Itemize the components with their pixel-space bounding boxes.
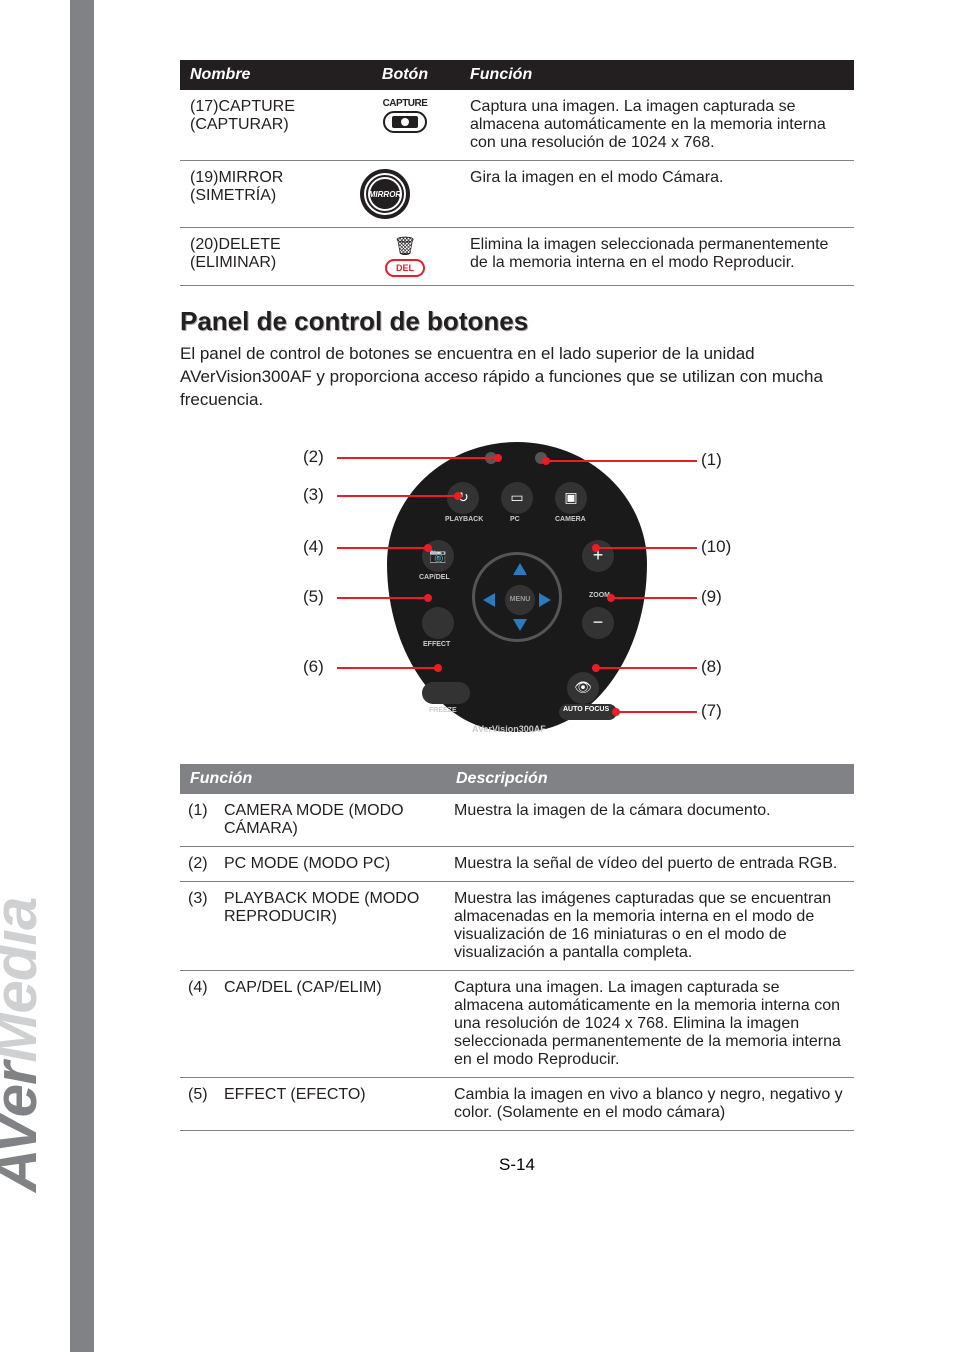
callout-6: (6) [303,657,324,677]
cell-nombre: (19)MIRROR (SIMETRÍA) [180,161,350,228]
arrow-left-icon [483,593,495,607]
capture-icon-label: CAPTURE [383,98,428,109]
callout-3: (3) [303,485,324,505]
page: AVerMedia Nombre Botón Función (17)CAPTU… [0,0,954,1352]
capdel-label: CAP/DEL [419,574,450,581]
cell-funcion: Captura una imagen. La imagen capturada … [460,90,854,161]
callout-5: (5) [303,587,324,607]
pc-button: ▭ [501,482,533,514]
trash-icon: 🗑 [394,236,417,257]
brand-logo: AVerMedia [0,898,50,1192]
autofocus-label: AUTO FOCUS [563,706,609,713]
remote-buttons-table: Nombre Botón Función (17)CAPTURE (CAPTUR… [180,60,854,286]
callout-7: (7) [701,701,722,721]
callout-1: (1) [701,450,722,470]
section-intro: El panel de control de botones se encuen… [180,343,854,412]
camera-button: ▣ [555,482,587,514]
playback-button: ↻ [447,482,479,514]
cell-desc: Muestra la imagen de la cámara documento… [446,794,854,847]
cell-func: CAMERA MODE (MODO CÁMARA) [216,794,446,847]
capture-icon [383,111,427,133]
arrow-up-icon [513,563,527,575]
leader-line [617,711,697,713]
playback-label: PLAYBACK [445,516,483,523]
dpad: MENU [472,552,562,642]
cell-desc: Muestra la señal de vídeo del puerto de … [446,846,854,881]
zoom-minus-button: − [582,607,614,639]
callout-8: (8) [701,657,722,677]
cell-num: (2) [180,846,216,881]
table-row: (4) CAP/DEL (CAP/ELIM) Captura una image… [180,970,854,1077]
cell-num: (3) [180,881,216,970]
mirror-icon: MIRROR [360,169,410,219]
cell-num: (5) [180,1077,216,1130]
brand-part2: Media [0,898,49,1063]
table-row: (5) EFFECT (EFECTO) Cambia la imagen en … [180,1077,854,1130]
cell-num: (1) [180,794,216,847]
cell-num: (4) [180,970,216,1077]
th-boton: Botón [350,60,460,90]
table-row: (1) CAMERA MODE (MODO CÁMARA) Muestra la… [180,794,854,847]
th-descripcion: Descripción [446,764,854,794]
leader-line [337,597,427,599]
model-label: AVerVision300AF [472,724,546,734]
leader-line [337,667,437,669]
cell-func: PLAYBACK MODE (MODO REPRODUCIR) [216,881,446,970]
table-row: (17)CAPTURE (CAPTURAR) CAPTURE Captura u… [180,90,854,161]
cell-boton: MIRROR [350,161,460,228]
arrow-right-icon [539,593,551,607]
callout-10: (10) [701,537,731,557]
effect-button [422,607,454,639]
freeze-button [422,682,470,704]
table-row: (3) PLAYBACK MODE (MODO REPRODUCIR) Mues… [180,881,854,970]
leader-line [612,597,697,599]
th-funcion: Función [460,60,854,90]
table-row: (20)DELETE (ELIMINAR) 🗑 DEL Elimina la i… [180,228,854,286]
th-funcion: Función [180,764,446,794]
leader-line [337,547,427,549]
th-nombre: Nombre [180,60,350,90]
effect-label: EFFECT [423,641,450,648]
cell-funcion: Elimina la imagen seleccionada permanent… [460,228,854,286]
page-number: S-14 [180,1155,854,1175]
cell-func: CAP/DEL (CAP/ELIM) [216,970,446,1077]
leader-line [597,547,697,549]
callout-4: (4) [303,537,324,557]
leader-line [337,457,497,459]
cell-boton: 🗑 DEL [350,228,460,286]
cell-boton: CAPTURE [350,90,460,161]
cell-func: PC MODE (MODO PC) [216,846,446,881]
arrow-down-icon [513,619,527,631]
leader-line [547,460,697,462]
cell-desc: Captura una imagen. La imagen capturada … [446,970,854,1077]
cell-nombre: (20)DELETE (ELIMINAR) [180,228,350,286]
cell-desc: Muestra las imágenes capturadas que se e… [446,881,854,970]
cell-nombre: (17)CAPTURE (CAPTURAR) [180,90,350,161]
del-icon: DEL [385,259,425,277]
section-title: Panel de control de botones [180,306,854,337]
cell-func: EFFECT (EFECTO) [216,1077,446,1130]
leader-line [597,667,697,669]
callout-2: (2) [303,447,324,467]
control-panel-functions-table: Función Descripción (1) CAMERA MODE (MOD… [180,764,854,1131]
pc-label: PC [510,516,520,523]
callout-9: (9) [701,587,722,607]
menu-button: MENU [505,585,535,615]
freeze-label: FREEZE [429,707,457,714]
camera-label: CAMERA [555,516,586,523]
leader-line [337,495,457,497]
cell-funcion: Gira la imagen en el modo Cámara. [460,161,854,228]
autofocus-icon-button: 👁 [567,672,599,704]
brand-part1: AVer [0,1063,49,1192]
control-panel-diagram: ↻ PLAYBACK ▭ PC ▣ CAMERA 📷 CAP/DEL + ZOO… [297,422,737,752]
left-band [70,0,94,1352]
table-row: (19)MIRROR (SIMETRÍA) MIRROR Gira la ima… [180,161,854,228]
cell-desc: Cambia la imagen en vivo a blanco y negr… [446,1077,854,1130]
table-row: (2) PC MODE (MODO PC) Muestra la señal d… [180,846,854,881]
